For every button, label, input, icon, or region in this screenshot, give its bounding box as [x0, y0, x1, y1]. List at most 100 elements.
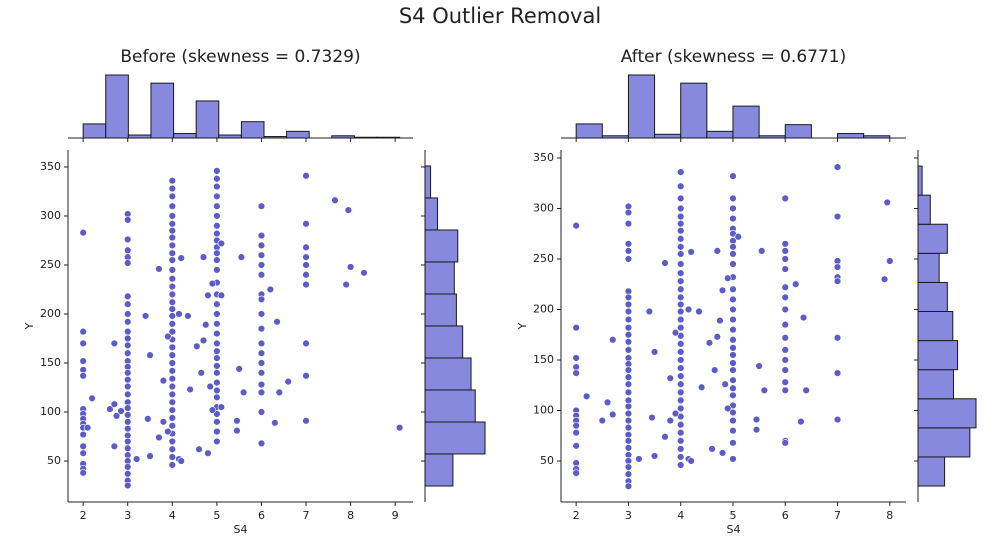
point	[624, 247, 633, 255]
x-tick-label: 7	[834, 509, 841, 522]
top-hist-bar	[575, 123, 603, 139]
point	[710, 366, 719, 374]
point	[697, 383, 706, 391]
point	[624, 409, 633, 418]
point	[684, 305, 693, 314]
point	[213, 300, 221, 308]
point	[266, 285, 275, 294]
point	[195, 445, 203, 453]
point	[168, 414, 177, 422]
x-tick-label: 8	[886, 509, 893, 522]
point	[213, 427, 221, 436]
point	[213, 329, 221, 338]
point	[213, 182, 221, 191]
right-hist-bar	[917, 369, 954, 400]
point	[213, 354, 221, 362]
point	[168, 266, 177, 274]
top-hist-bar	[706, 130, 734, 139]
point	[124, 437, 132, 446]
point	[677, 219, 685, 228]
point	[271, 419, 279, 427]
top-hist-bar	[601, 135, 629, 139]
top-hist-bar	[82, 123, 107, 139]
right-hist-bar	[424, 325, 464, 359]
right-hist-bar	[424, 261, 455, 295]
point	[168, 298, 177, 306]
point	[677, 300, 685, 309]
point	[168, 343, 177, 352]
point	[802, 386, 810, 394]
point	[168, 367, 177, 375]
point	[729, 351, 737, 359]
point	[106, 405, 114, 413]
top-hist-bar	[353, 136, 378, 139]
point	[257, 369, 266, 377]
point	[624, 315, 633, 324]
point	[677, 348, 685, 356]
point	[168, 437, 177, 446]
point	[168, 233, 177, 242]
right-hist-bar	[917, 456, 946, 487]
point	[177, 254, 185, 262]
point	[729, 426, 737, 435]
point	[284, 377, 292, 386]
point	[624, 482, 633, 490]
point	[724, 274, 732, 282]
point	[624, 373, 633, 381]
point	[124, 259, 132, 267]
point	[213, 256, 221, 264]
point	[729, 366, 737, 374]
point	[168, 226, 177, 235]
y-tick-label: 150	[533, 353, 554, 366]
point	[79, 430, 87, 439]
point	[257, 439, 266, 448]
top-hist-bar	[376, 136, 401, 139]
point	[257, 261, 266, 269]
right-hist-bar	[917, 398, 977, 429]
point	[213, 192, 221, 201]
point	[257, 349, 266, 357]
point	[168, 445, 177, 453]
point	[79, 442, 87, 451]
point	[213, 339, 221, 348]
right-hist-bar	[917, 252, 940, 283]
point	[729, 305, 737, 314]
point	[781, 240, 789, 248]
point	[202, 321, 210, 329]
point	[624, 307, 633, 316]
point	[199, 336, 208, 345]
point	[624, 323, 633, 332]
point	[729, 455, 737, 463]
point	[781, 194, 789, 203]
point	[213, 418, 221, 426]
point	[257, 380, 266, 389]
right-hist-bar	[424, 357, 472, 391]
point	[677, 437, 685, 445]
top-hist-bar	[331, 135, 355, 139]
point	[239, 388, 248, 397]
point	[650, 348, 659, 356]
point	[624, 437, 633, 445]
point	[752, 425, 761, 434]
x-tick-label: 2	[80, 509, 87, 522]
point	[755, 362, 763, 370]
point	[79, 357, 87, 365]
point	[781, 283, 789, 291]
point	[155, 433, 163, 442]
point	[572, 442, 580, 450]
y-tick-label: 350	[40, 160, 61, 173]
point	[729, 250, 737, 258]
point	[395, 423, 404, 432]
point	[217, 291, 226, 300]
point	[217, 239, 226, 248]
point	[624, 380, 633, 388]
point	[729, 172, 737, 180]
point	[833, 263, 842, 271]
point	[213, 249, 221, 257]
point	[257, 295, 266, 303]
point	[124, 375, 132, 384]
point	[572, 421, 580, 430]
point	[572, 323, 580, 332]
x-tick-label: 6	[258, 509, 265, 522]
point	[677, 380, 685, 388]
